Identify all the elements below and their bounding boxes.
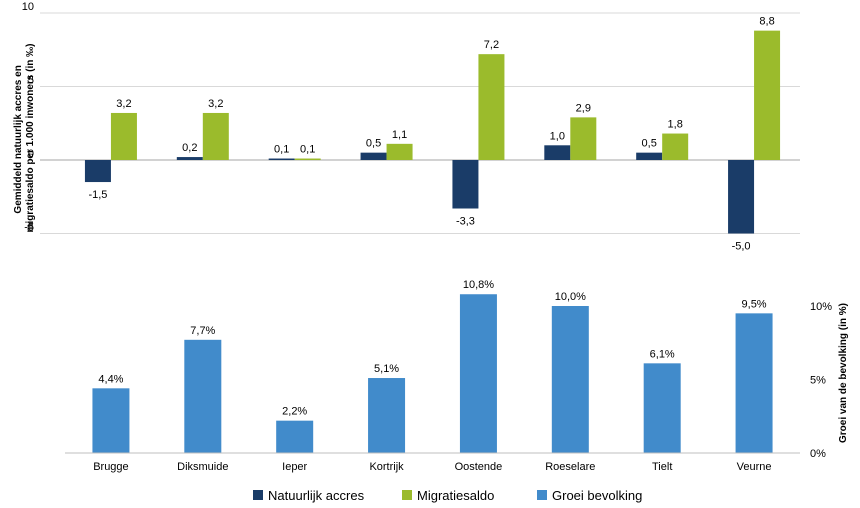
bar-natuurlijk-accres xyxy=(360,152,387,160)
top-y-axis-title-line-2: migratiesaldo per 1.000 inwoners (in ‰) xyxy=(25,44,36,233)
bar-groei-bevolking xyxy=(735,313,773,453)
x-category-label: Diksmuide xyxy=(177,461,228,473)
bottom-chart-y-ticks: 0% 5% 10% xyxy=(810,301,832,460)
bar-groei-bevolking xyxy=(643,363,681,453)
bottom-data-label: 6,1% xyxy=(650,348,675,360)
bar-groei-bevolking xyxy=(551,306,589,453)
bottom-chart-bars xyxy=(92,294,773,453)
top-y-tick-label: 10 xyxy=(22,1,34,13)
x-category-label: Roeselare xyxy=(545,461,595,473)
bar-groei-bevolking xyxy=(184,339,222,453)
bottom-y-tick-label: 5% xyxy=(810,375,826,387)
legend: Natuurlijk accres Migratiesaldo Groei bevo… xyxy=(253,488,642,503)
x-category-label: Kortrijk xyxy=(369,461,404,473)
top-data-label: 0,5 xyxy=(642,138,657,150)
bottom-data-label: 5,1% xyxy=(374,363,399,375)
top-data-label: 2,9 xyxy=(576,102,591,114)
legend-swatch xyxy=(253,490,263,500)
bar-migratiesaldo xyxy=(386,143,413,160)
top-data-label: 1,0 xyxy=(550,130,565,142)
bar-natuurlijk-accres xyxy=(176,157,203,160)
legend-label: Migratiesaldo xyxy=(417,488,494,503)
x-category-label: Veurne xyxy=(737,461,772,473)
bar-natuurlijk-accres xyxy=(728,160,755,234)
bar-groei-bevolking xyxy=(276,420,314,453)
bar-natuurlijk-accres xyxy=(268,158,295,161)
bar-natuurlijk-accres xyxy=(544,145,571,160)
x-category-label: Tielt xyxy=(652,461,672,473)
bottom-y-axis-title: Groei van de bevolking (in %) xyxy=(838,303,849,443)
bar-migratiesaldo xyxy=(754,30,781,160)
bar-migratiesaldo xyxy=(202,112,229,160)
top-y-tick-label: -5 xyxy=(24,222,34,234)
bar-groei-bevolking xyxy=(92,388,130,453)
bar-migratiesaldo xyxy=(294,158,321,161)
x-category-label: Brugge xyxy=(93,461,128,473)
top-chart-data-labels: -1,5 0,2 0,1 0,5 -3,3 1,0 0,5 -5,0 3,2 3,2 0,1 1,1 7… xyxy=(88,16,774,253)
bottom-y-tick-label: 0% xyxy=(810,448,826,460)
top-data-label: 0,1 xyxy=(300,144,315,156)
top-data-label: 0,1 xyxy=(274,144,289,156)
top-data-label: -3,3 xyxy=(456,216,475,228)
x-category-label: Ieper xyxy=(282,461,307,473)
top-data-label: 0,5 xyxy=(366,138,381,150)
bar-migratiesaldo xyxy=(570,117,597,160)
bar-natuurlijk-accres xyxy=(452,160,479,209)
bar-natuurlijk-accres xyxy=(636,152,663,160)
bar-natuurlijk-accres xyxy=(84,160,111,183)
legend-swatch xyxy=(402,490,412,500)
x-category-label: Oostende xyxy=(455,461,503,473)
top-data-label: 1,8 xyxy=(668,119,683,131)
top-data-label: -1,5 xyxy=(88,189,107,201)
top-data-label: 3,2 xyxy=(116,98,131,110)
bottom-y-tick-label: 10% xyxy=(810,301,832,313)
bottom-data-label: 2,2% xyxy=(282,406,307,418)
top-data-label: 1,1 xyxy=(392,129,407,141)
top-data-label: 0,2 xyxy=(182,142,197,154)
top-data-label: 7,2 xyxy=(484,39,499,51)
top-data-label: -5,0 xyxy=(732,241,751,253)
bottom-data-label: 4,4% xyxy=(98,373,123,385)
legend-label: Natuurlijk accres xyxy=(268,488,365,503)
legend-label: Groei bevolking xyxy=(552,488,642,503)
top-data-label: 8,8 xyxy=(759,16,774,28)
bottom-data-label: 10,0% xyxy=(555,291,586,303)
top-chart-bars xyxy=(84,30,781,234)
top-y-tick-label: 5 xyxy=(28,75,34,87)
top-y-tick-label: 0 xyxy=(28,148,34,160)
bar-groei-bevolking xyxy=(368,378,406,453)
bottom-data-label: 10,8% xyxy=(463,279,494,291)
top-y-axis-title: Gemiddeld natuurlijk accres en migraties… xyxy=(13,44,36,233)
top-chart-y-ticks: 10 5 0 -5 xyxy=(22,1,34,234)
category-axis-labels: Brugge Diksmuide Ieper Kortrijk Oostende Roes… xyxy=(93,461,771,473)
bottom-data-label: 7,7% xyxy=(190,325,215,337)
bottom-chart-data-labels: 4,4% 7,7% 2,2% 5,1% 10,8% 10,0% 6,1% 9,5% xyxy=(98,279,766,417)
top-y-axis-title-line-1: Gemiddeld natuurlijk accres en xyxy=(13,65,24,213)
bar-migratiesaldo xyxy=(662,133,689,160)
bar-migratiesaldo xyxy=(478,54,505,160)
legend-swatch xyxy=(537,490,547,500)
bar-migratiesaldo xyxy=(110,112,137,160)
bar-groei-bevolking xyxy=(459,294,497,453)
top-data-label: 3,2 xyxy=(208,98,223,110)
top-chart-gridlines xyxy=(40,12,800,234)
bottom-data-label: 9,5% xyxy=(742,298,767,310)
